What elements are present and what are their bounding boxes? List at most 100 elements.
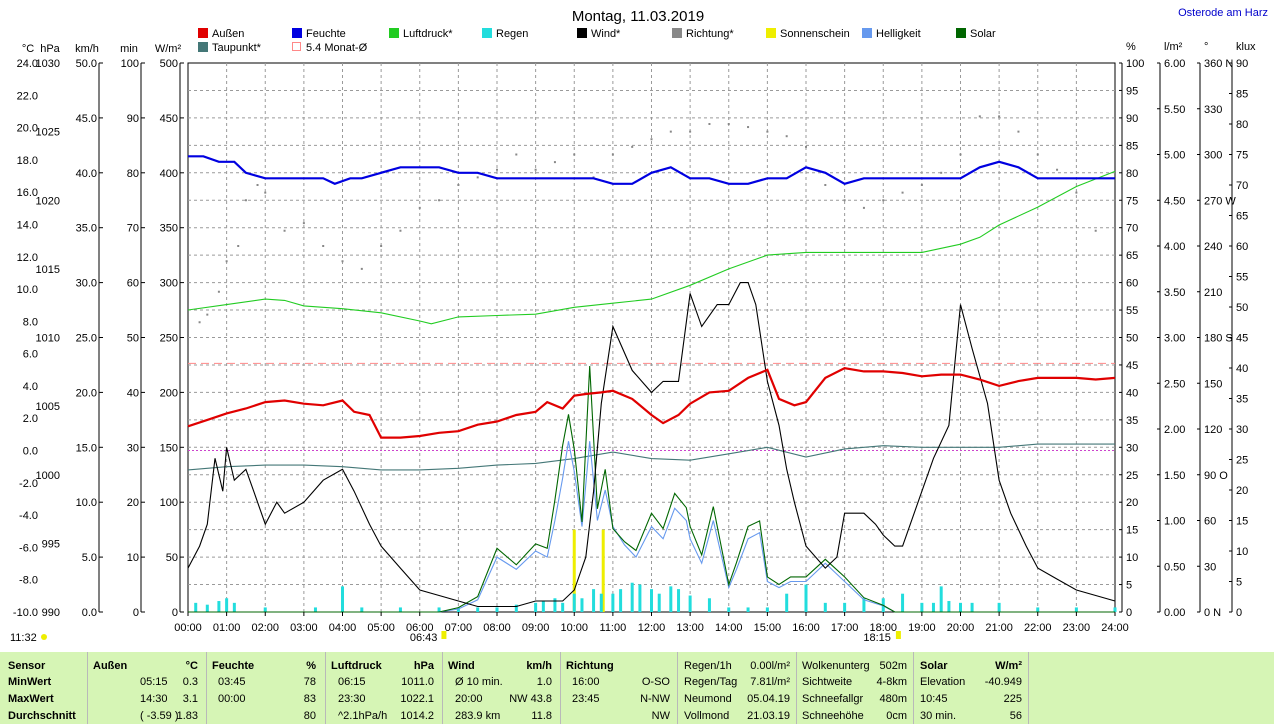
y-tick-label: 4.00 [1164,241,1185,253]
stats-value: N-NW [640,693,670,705]
y-tick-label: 500 [160,58,178,70]
legend-label: Taupunkt* [212,42,262,54]
axis-unit-left: min [120,43,138,55]
y-tick-label: 10 [1126,552,1138,564]
stats-value: NW [651,710,670,722]
y-tick-label: 85 [1236,89,1248,101]
rain-bar [217,601,221,612]
stats-value: 1.83 [176,710,198,722]
stats-header: Richtung [566,660,614,672]
y-tick-label: 10.0 [17,284,38,296]
weather-chart: °C 24.0 22.0 20.0 18.0 16.0 14.0 12.0 10.0 8.0 6.0… [10,7,1268,644]
legend-label: 5.4 Monat-Ø [306,42,368,54]
y-tick-label: 360 N [1204,58,1233,70]
stats-row-label: MaxWert [8,693,54,705]
axis-unit-right: klux [1236,41,1256,53]
stats-time: 283.9 km [455,710,501,722]
y-tick-label: 4.50 [1164,195,1185,207]
y-tick-label: 5.0 [82,552,97,564]
rain-bar [360,607,364,612]
y-tick-label: 100 [160,497,178,509]
rain-bar [541,601,545,612]
direction-point [920,184,923,186]
y-tick-label: 1000 [36,470,60,482]
legend-swatch [292,28,302,38]
y-tick-label: 120 [1204,424,1222,436]
y-tick-label: 75 [1236,150,1248,162]
axis-unit-right: ° [1204,41,1208,53]
direction-point [515,153,518,156]
axis-unit-right: l/m² [1164,41,1183,53]
rain-bar [785,593,789,612]
stats-separator [913,652,914,724]
x-tick-label: 12:00 [638,622,666,634]
y-tick-label: 80 [1126,168,1138,180]
stats-value: NW 43.8 [509,693,552,705]
axis-unit-left: °C [22,43,34,55]
direction-point [843,199,846,202]
series-line-feuchte [188,155,1115,185]
stats-label: Schneefallgr [802,693,864,705]
y-tick-label: 85 [1126,140,1138,152]
y-tick-label: 18.0 [17,155,38,167]
direction-point [631,145,634,148]
series-line-auen [187,367,1116,439]
rain-bar [456,607,460,612]
stats-unit: W/m² [995,660,1022,672]
stats-value: 05.04.19 [747,693,790,705]
rain-bar [619,589,623,612]
location-link[interactable]: Osterode am Harz [1178,7,1268,19]
legend-label: Regen [496,28,528,40]
y-tick-label: 100 [1126,58,1144,70]
rain-bar [313,607,317,612]
direction-point [534,168,537,171]
stats-time: 20:00 [455,693,483,705]
stats-label: Regen/Tag [684,676,738,688]
y-tick-label: 0 [1236,607,1242,619]
sunshine-bar [601,529,605,612]
y-tick-label: 180 S [1204,333,1233,345]
stats-label: Schneehöhe [802,710,864,722]
direction-point [283,229,286,232]
direction-point [360,267,363,270]
plot-grid [187,62,1116,613]
x-tick-label: 20:00 [947,622,975,634]
direction-point [553,161,556,164]
x-tick-label: 22:00 [1024,622,1052,634]
rain-bar [727,607,731,612]
axis-unit-right: % [1126,41,1136,53]
y-tick-label: 24.0 [17,58,38,70]
rain-bar [630,582,634,612]
stats-label: Vollmond [684,710,730,722]
direction-point [1094,229,1097,232]
stats-separator [1028,652,1029,724]
y-tick-label: 0 [133,607,139,619]
legend-swatch [482,28,492,38]
legend-label: Wind* [591,28,621,40]
y-tick-label: 40 [127,387,139,399]
rain-bar [862,598,866,612]
rain-bar [707,598,711,612]
stats-value: 3.1 [182,693,198,705]
direction-point [264,191,267,194]
direction-point [380,245,383,247]
y-tick-label: 350 [160,223,178,235]
rain-bar [194,602,198,612]
y-tick-label: 50 [1236,302,1248,314]
y-tick-label: 55 [1236,272,1248,284]
legend-swatch [672,28,682,38]
series-line-helligkeit [188,441,1115,613]
stats-value: 78 [303,676,316,688]
x-tick-label: 01:00 [213,622,241,634]
direction-point [496,168,498,171]
direction-point [217,290,220,293]
y-tick-label: 10 [1236,546,1248,558]
legend-swatch [198,42,208,52]
y-tick-label: -6.0 [19,542,38,554]
y-tick-label: 50 [166,552,178,564]
y-tick-label: 1025 [36,127,60,139]
rain-bar [931,602,935,612]
direction-point [882,199,885,202]
series-line-wind [187,282,1116,608]
y-tick-label: 5 [1126,580,1132,592]
